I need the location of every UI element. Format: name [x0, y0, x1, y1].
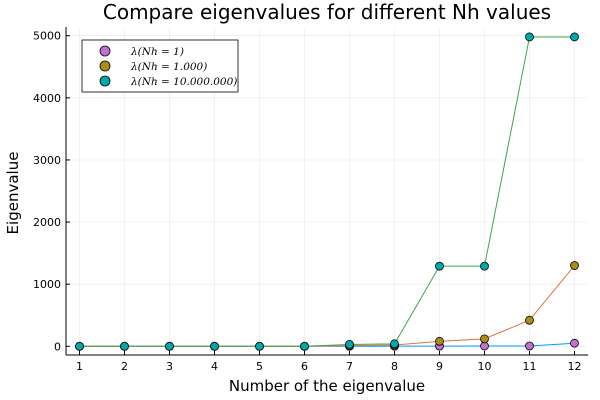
data-point [255, 341, 264, 351]
chart-title: Compare eigenvalues for different Nh val… [103, 0, 551, 24]
y-tick-label: 2000 [33, 216, 61, 229]
data-point [300, 341, 309, 351]
legend-marker [99, 60, 111, 72]
data-point [570, 32, 579, 42]
data-point [570, 261, 579, 270]
data-point [435, 261, 444, 271]
y-tick-label: 4000 [33, 92, 61, 105]
x-tick-label: 2 [121, 360, 128, 373]
legend-label: λ(Nh = 10.000.000) [130, 76, 237, 88]
x-tick-label: 5 [256, 360, 263, 373]
x-tick-label: 1 [76, 360, 83, 373]
x-tick-label: 11 [523, 360, 537, 373]
data-point [480, 334, 489, 344]
x-tick-label: 4 [211, 360, 218, 373]
y-axis-title: Eigenvalue [4, 152, 22, 235]
x-axis-title: Number of the eigenvalue [229, 377, 425, 395]
x-tick-label: 8 [391, 360, 398, 373]
data-point [435, 336, 444, 346]
data-point [75, 341, 84, 351]
legend-marker [99, 45, 111, 57]
data-point [345, 340, 354, 349]
data-point [480, 341, 489, 351]
data-point [210, 341, 219, 351]
x-tick-label: 3 [166, 360, 173, 373]
data-point [480, 261, 489, 271]
y-tick-label: 1000 [33, 278, 61, 291]
series-line [79, 36, 575, 347]
data-point [525, 315, 534, 325]
data-point [165, 341, 174, 351]
y-tick-label: 3000 [33, 154, 61, 167]
x-tick-label: 7 [346, 360, 353, 373]
data-point [525, 32, 534, 42]
series-layer [75, 32, 579, 351]
x-tick-label: 9 [436, 360, 443, 373]
legend: λ(Nh = 1) λ(Nh = 1.000) λ(Nh = 10.000.000) [81, 39, 239, 93]
legend-label: λ(Nh = 1.000) [130, 61, 207, 73]
x-tick-label: 6 [301, 360, 308, 373]
y-tick-label: 0 [54, 340, 61, 353]
legend-marker [99, 75, 111, 87]
legend-label: λ(Nh = 1) [130, 46, 184, 58]
data-point [390, 339, 399, 349]
x-tick-label: 12 [568, 360, 582, 373]
y-tick-label: 5000 [33, 30, 61, 43]
x-tick-label: 10 [478, 360, 492, 373]
data-point [525, 341, 534, 351]
data-point [120, 341, 129, 351]
data-point [570, 338, 579, 348]
series-3 [75, 32, 579, 351]
